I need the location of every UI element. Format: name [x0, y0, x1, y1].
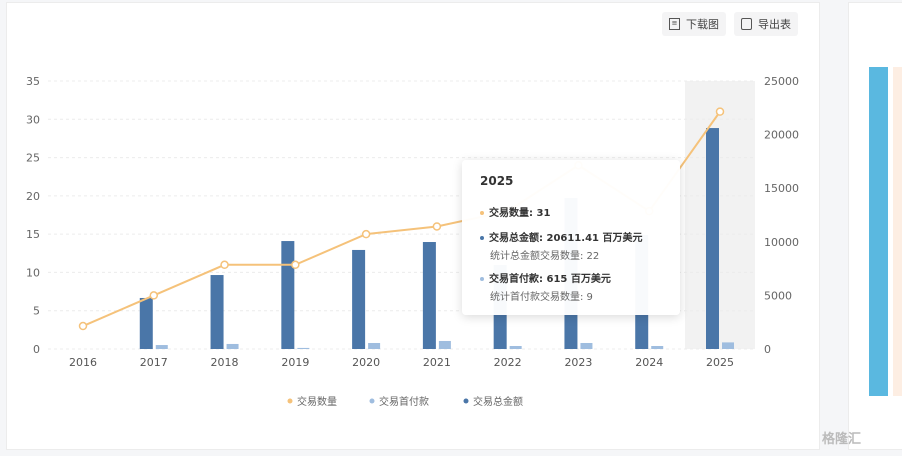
y-right-tick: 25000 [764, 75, 799, 88]
tooltip-total: 交易总金额: 20611.41 百万美元 [489, 233, 643, 244]
point-2020 [361, 229, 371, 239]
document-icon: ≡ [669, 18, 680, 30]
y-left-tick: 5 [33, 305, 40, 318]
tooltip-count: 交易数量: 31 [489, 208, 551, 219]
x-tick: 2024 [635, 356, 663, 369]
legend-marker [369, 398, 375, 404]
chart-card [6, 2, 820, 450]
x-tick: 2016 [69, 356, 97, 369]
x-tick: 2019 [281, 356, 309, 369]
export-table-button[interactable]: 导出表 [734, 12, 798, 36]
export-icon [741, 18, 752, 30]
point-2021 [432, 222, 442, 231]
tooltip-down: 交易首付款: 615 百万美元 [489, 274, 611, 285]
x-tick: 2025 [706, 356, 734, 369]
side-chart-card [848, 2, 902, 450]
x-tick: 2017 [140, 356, 168, 369]
point-2019 [291, 260, 300, 270]
point-2017 [149, 291, 159, 300]
tooltip-down-sub: 统计首付款交易数量: 9 [490, 292, 593, 303]
point-2025 [715, 107, 725, 116]
y-left-tick: 0 [33, 343, 40, 356]
y-right-tick: 5000 [764, 289, 792, 302]
y-left-tick: 10 [26, 266, 40, 279]
bar-down-2024 [651, 345, 664, 349]
legend-item: 交易总金额 [473, 395, 523, 408]
y-right-tick: 0 [764, 343, 771, 356]
legend-marker [287, 398, 293, 404]
legend-marker [463, 398, 469, 404]
y-right-tick: 10000 [764, 236, 799, 249]
bar-down-2019 [297, 347, 310, 349]
bar-total-2019 [281, 241, 295, 349]
y-left-tick: 20 [26, 190, 40, 203]
x-tick: 2020 [352, 356, 380, 369]
legend-item: 交易数量 [297, 395, 337, 408]
bar-total-2017 [139, 297, 153, 349]
tooltip-total-sub: 统计总金额交易数量: 22 [490, 251, 600, 262]
y-left-tick: 35 [26, 75, 40, 88]
bar-down-2023 [580, 342, 593, 349]
side-bar [869, 67, 888, 396]
tooltip: 2025 交易数量: 31 交易总金额: 20611.41 百万美元 统计总金额… [462, 160, 680, 315]
bar-down-2021 [438, 340, 451, 349]
watermark-logo: 格隆汇 [822, 432, 862, 447]
y-right-tick: 20000 [764, 129, 799, 142]
bar-total-2021 [422, 242, 436, 349]
hover-highlight [685, 81, 755, 349]
x-tick: 2023 [564, 356, 592, 369]
y-left-tick: 30 [26, 113, 40, 126]
download-label: 下载图 [686, 18, 719, 31]
tooltip-title: 2025 [480, 174, 514, 188]
y-left-tick: 25 [26, 152, 40, 165]
y-right-tick: 15000 [764, 182, 799, 195]
bar-down-2022 [509, 345, 522, 349]
bar-down-2025 [722, 342, 734, 349]
legend-item: 交易首付款 [379, 395, 429, 408]
y-left-tick: 15 [26, 228, 40, 241]
bar-total-2025 [706, 128, 719, 349]
export-label: 导出表 [758, 18, 791, 31]
point-2016 [78, 321, 88, 331]
point-2018 [220, 260, 229, 270]
bar-total-2018 [210, 275, 224, 349]
bar-down-2017 [155, 345, 168, 349]
x-tick: 2021 [423, 356, 451, 369]
side-bar [893, 67, 902, 396]
bar-down-2020 [368, 342, 381, 349]
x-tick: 2022 [494, 356, 522, 369]
bar-total-2020 [352, 249, 366, 349]
bar-down-2018 [226, 343, 239, 349]
x-tick: 2018 [211, 356, 239, 369]
download-chart-button[interactable]: ≡ 下载图 [662, 12, 726, 36]
